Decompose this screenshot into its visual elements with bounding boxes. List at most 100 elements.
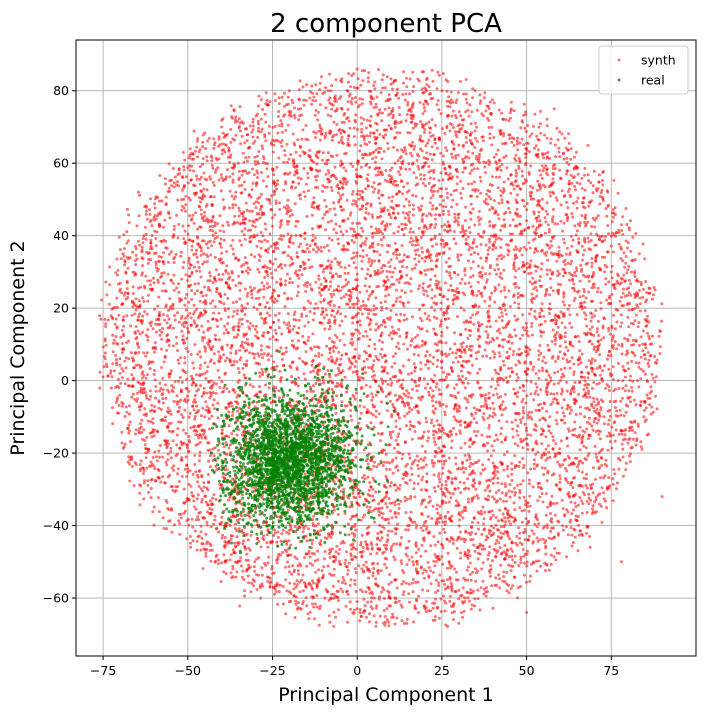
synth-point — [282, 188, 286, 192]
synth-point — [603, 422, 606, 426]
synth-point — [229, 451, 233, 455]
synth-point — [225, 168, 229, 172]
synth-point — [378, 547, 382, 551]
synth-point — [280, 124, 284, 128]
synth-point — [198, 148, 202, 151]
synth-point — [564, 271, 568, 275]
synth-point — [553, 143, 557, 147]
synth-point — [136, 286, 140, 290]
synth-point — [186, 181, 190, 185]
synth-point — [366, 316, 369, 319]
synth-point — [380, 243, 384, 247]
synth-point — [434, 222, 438, 226]
synth-point — [263, 133, 267, 137]
synth-point — [304, 350, 308, 354]
synth-point — [515, 184, 519, 188]
synth-point — [185, 443, 189, 447]
synth-point — [373, 342, 377, 346]
synth-point — [422, 106, 426, 110]
synth-point — [182, 487, 186, 491]
synth-point — [235, 335, 239, 339]
synth-point — [530, 282, 534, 286]
synth-point — [267, 131, 271, 135]
synth-point — [477, 152, 481, 156]
synth-point — [395, 288, 398, 292]
synth-point — [314, 136, 317, 139]
synth-point — [586, 236, 590, 240]
synth-point — [474, 579, 478, 583]
synth-point — [335, 357, 339, 361]
synth-point — [244, 201, 248, 205]
synth-point — [126, 377, 130, 381]
synth-point — [348, 213, 352, 217]
synth-point — [476, 327, 480, 331]
synth-point — [113, 305, 117, 309]
synth-point — [586, 220, 590, 224]
synth-point — [408, 221, 412, 224]
synth-point — [433, 373, 437, 377]
synth-point — [457, 290, 460, 294]
synth-point — [516, 444, 520, 448]
synth-point — [545, 393, 549, 397]
synth-point — [430, 237, 434, 241]
synth-point — [328, 207, 332, 211]
synth-point — [416, 248, 420, 252]
synth-point — [488, 489, 492, 493]
synth-point — [167, 186, 171, 190]
synth-point — [153, 206, 157, 210]
synth-point — [607, 329, 611, 333]
synth-point — [237, 206, 241, 210]
synth-point — [464, 205, 468, 209]
synth-point — [389, 436, 393, 440]
synth-point — [428, 360, 432, 364]
synth-point — [606, 250, 610, 254]
synth-point — [286, 123, 290, 127]
synth-point — [538, 343, 542, 347]
synth-point — [490, 584, 494, 588]
synth-point — [623, 280, 627, 283]
synth-point — [273, 328, 277, 332]
synth-point — [660, 302, 664, 306]
synth-point — [377, 284, 381, 288]
synth-point — [454, 156, 458, 160]
synth-point — [454, 499, 458, 503]
synth-point — [490, 98, 494, 102]
synth-point — [434, 302, 438, 306]
synth-point — [203, 210, 206, 214]
synth-point — [438, 459, 442, 463]
synth-point — [240, 424, 244, 428]
synth-point — [145, 205, 148, 209]
synth-point — [393, 558, 397, 562]
synth-point — [604, 458, 608, 462]
synth-point — [220, 536, 224, 540]
synth-point — [232, 309, 236, 313]
synth-point — [295, 579, 299, 583]
synth-point — [451, 302, 455, 306]
synth-point — [426, 515, 430, 519]
synth-point — [417, 594, 421, 598]
synth-point — [486, 336, 490, 339]
synth-point — [431, 404, 435, 408]
synth-point — [276, 115, 280, 118]
synth-point — [238, 289, 242, 292]
synth-point — [200, 542, 204, 546]
synth-point — [214, 268, 218, 272]
synth-point — [609, 244, 613, 248]
synth-point — [532, 458, 536, 462]
synth-point — [201, 489, 204, 493]
synth-point — [549, 512, 553, 515]
synth-point — [431, 79, 435, 83]
synth-point — [172, 224, 176, 228]
synth-point — [361, 299, 365, 303]
synth-point — [479, 256, 483, 260]
synth-point — [507, 289, 511, 293]
synth-point — [545, 117, 549, 121]
synth-point — [428, 131, 432, 135]
synth-point — [339, 312, 343, 316]
synth-point — [509, 173, 513, 177]
synth-point — [471, 207, 475, 211]
synth-point — [346, 568, 350, 572]
synth-point — [449, 446, 453, 450]
synth-point — [257, 540, 261, 543]
synth-point — [251, 135, 255, 139]
